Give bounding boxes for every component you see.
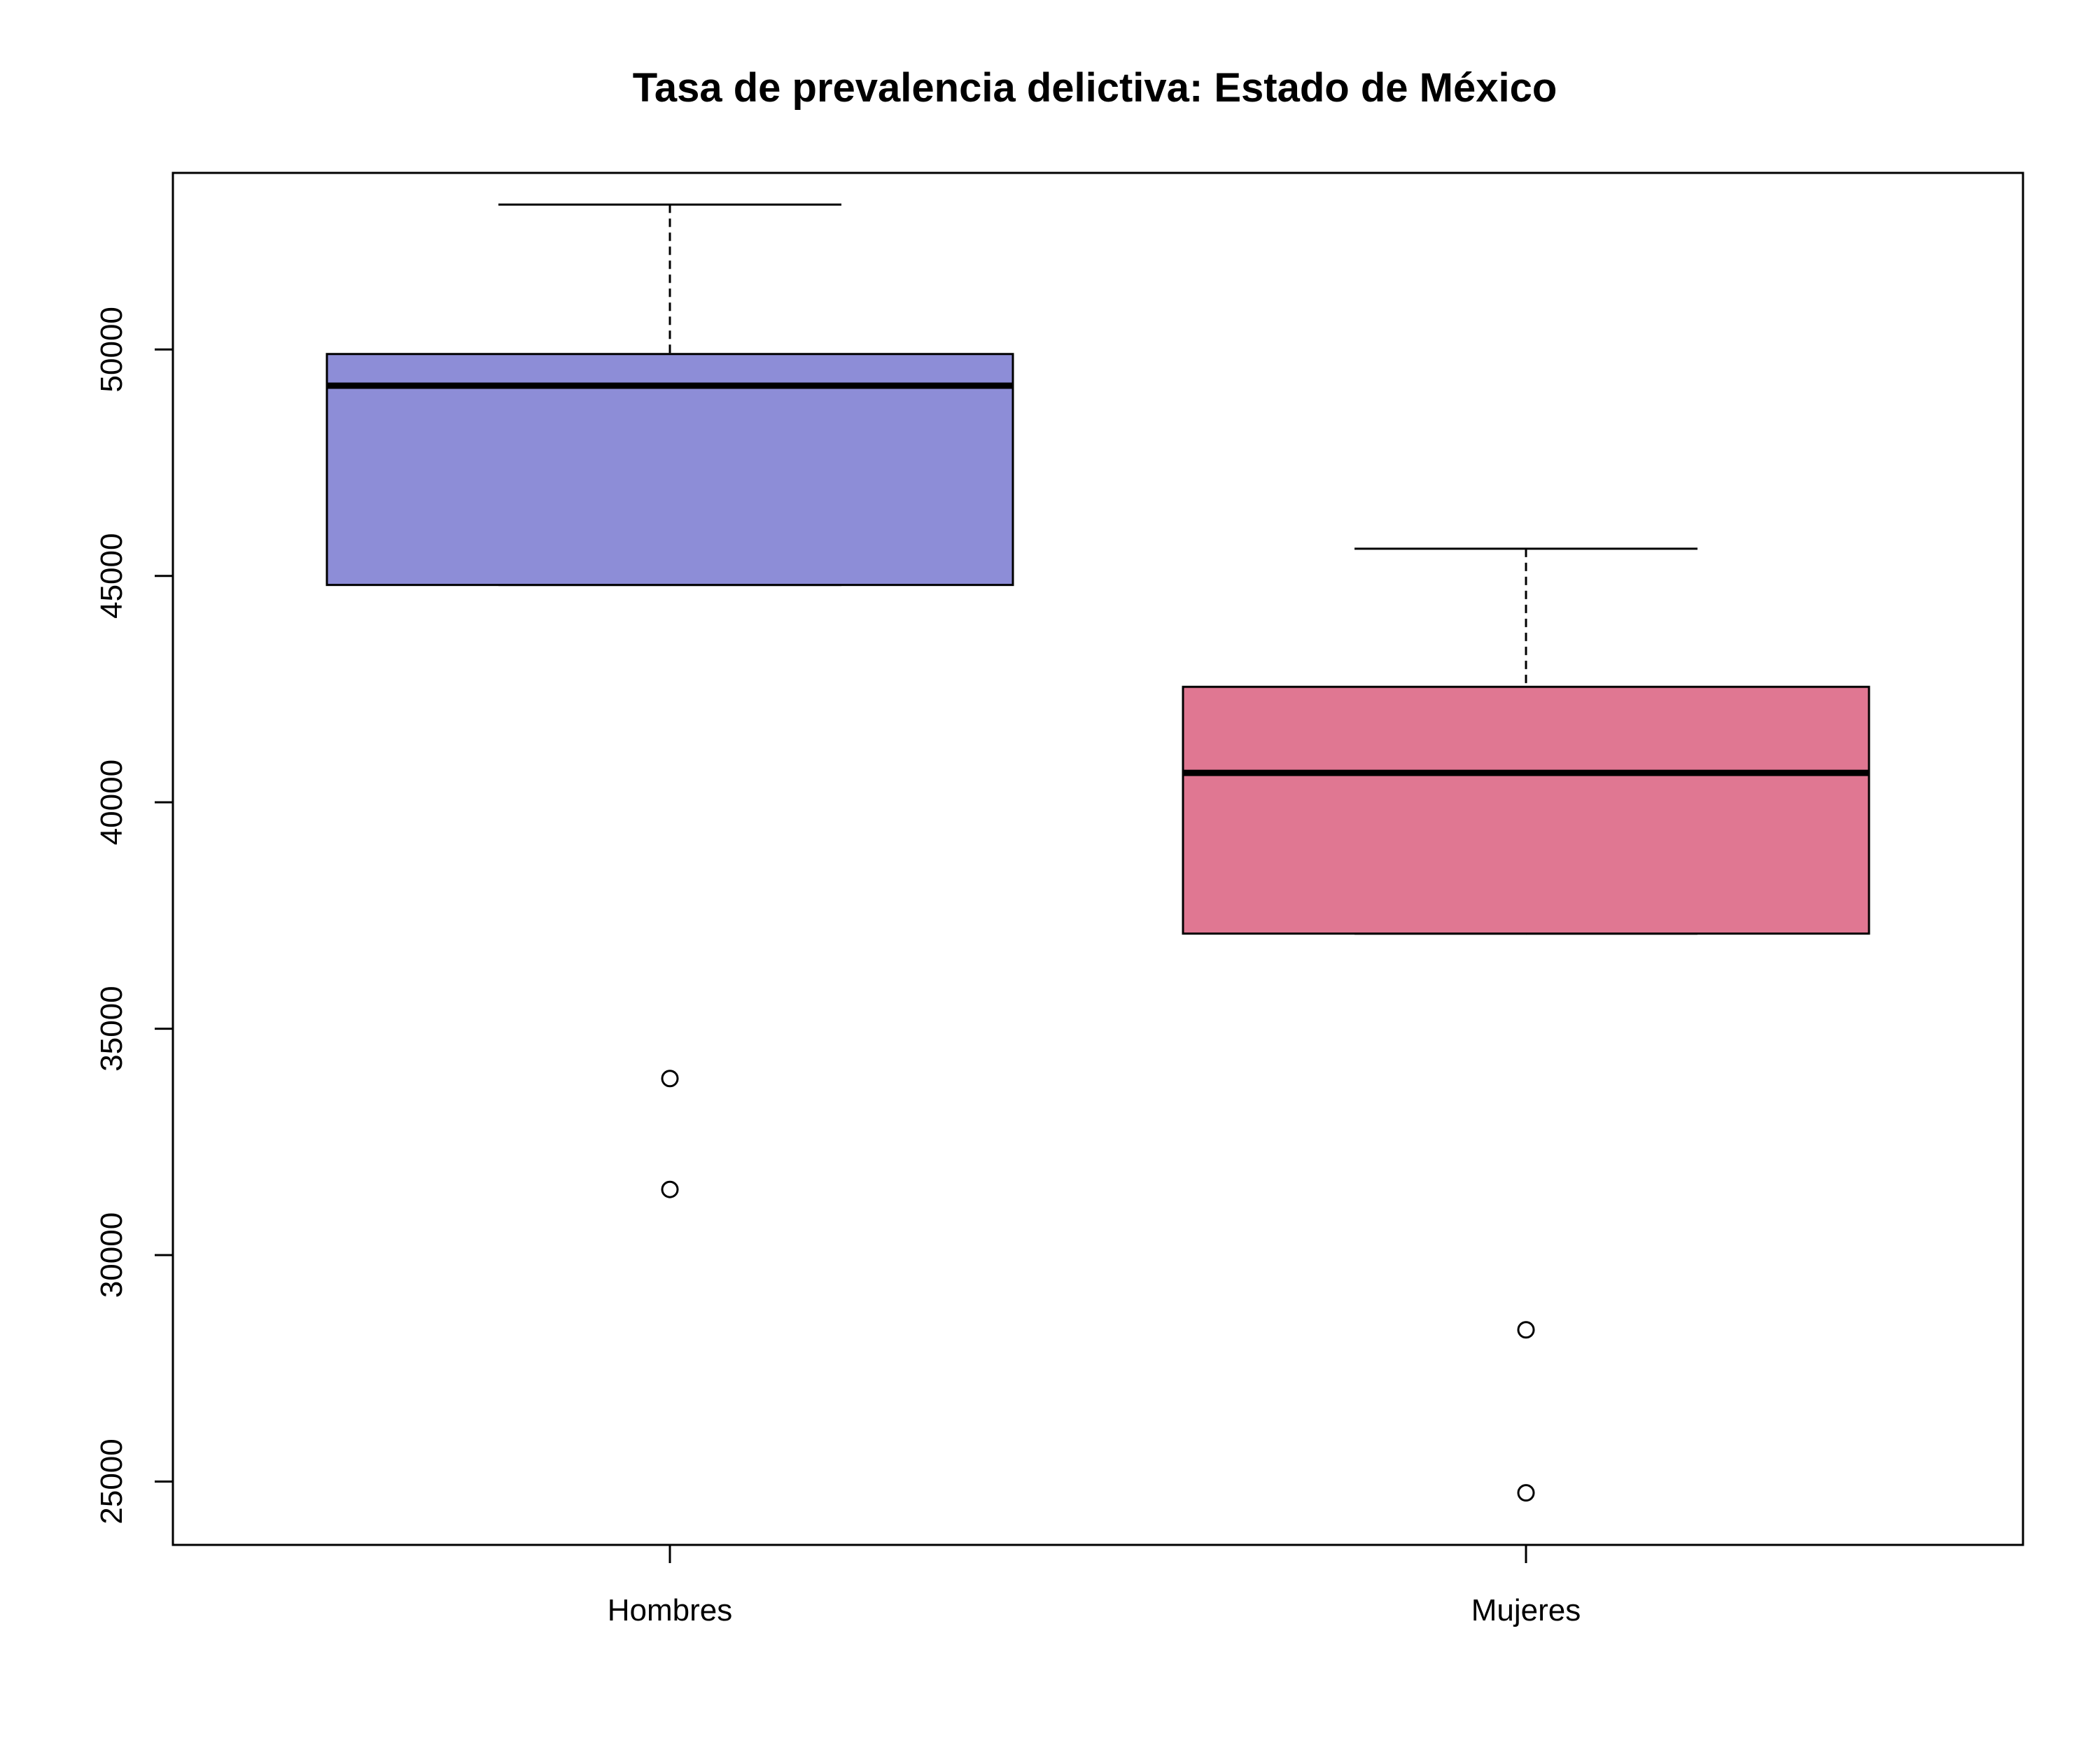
y-tick-label: 40000	[94, 760, 129, 845]
outlier-point	[661, 1180, 679, 1198]
y-tick-label: 35000	[94, 986, 129, 1071]
x-axis: Hombres Mujeres	[608, 1544, 1581, 1628]
box-hombres	[326, 203, 1014, 1198]
outlier-point	[1517, 1484, 1535, 1502]
y-tick-label: 50000	[94, 307, 129, 392]
x-tick-label: Hombres	[608, 1593, 733, 1628]
iqr-box	[1182, 685, 1870, 935]
x-tick-label: Mujeres	[1471, 1593, 1581, 1628]
boxes	[326, 203, 1870, 1502]
outlier-point	[661, 1070, 679, 1088]
outlier-point	[1517, 1321, 1535, 1339]
y-tick-label: 25000	[94, 1438, 129, 1524]
box-mujeres	[1182, 547, 1870, 1502]
iqr-box	[326, 353, 1014, 587]
y-tick-label: 45000	[94, 533, 129, 619]
chart-title: Tasa de prevalencia delictiva: Estado de…	[633, 65, 1558, 111]
y-tick-label: 30000	[94, 1212, 129, 1298]
y-axis: 25000 30000 35000 40000 45000 50000	[94, 307, 174, 1525]
